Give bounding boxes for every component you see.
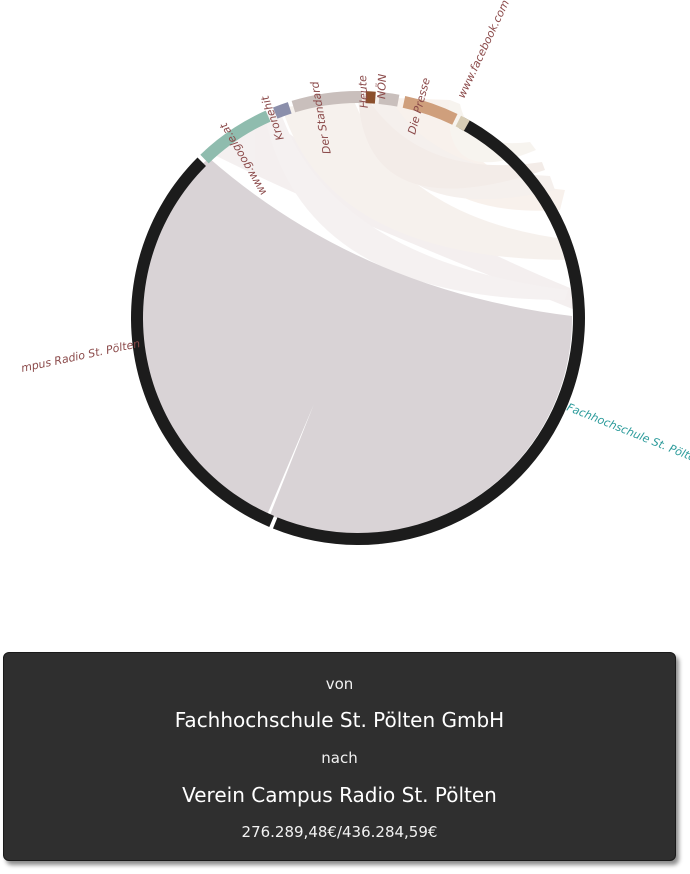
minor-chords [205, 96, 575, 310]
chord-diagram: Fachhochschule St. Pölten mpus Radio St.… [20, 0, 690, 545]
label-fachhochschule[interactable]: Fachhochschule St. Pölten [565, 401, 690, 467]
from-name: Fachhochschule St. Pölten GmbH [174, 708, 505, 732]
arc-die-presse[interactable] [402, 95, 458, 125]
arc-google[interactable] [200, 110, 271, 164]
label-noen[interactable]: NÖN [375, 74, 389, 100]
arc-campus-radio[interactable] [131, 157, 274, 527]
to-name: Verein Campus Radio St. Pölten [182, 783, 497, 807]
group-arcs [131, 91, 585, 545]
arc-kronehit[interactable] [272, 102, 292, 119]
arc-heute[interactable] [365, 91, 376, 104]
from-caption: von [325, 675, 354, 693]
arc-der-standard[interactable] [291, 91, 362, 113]
label-facebook[interactable]: www.facebook.com [455, 0, 512, 100]
to-caption: nach [321, 749, 358, 767]
chord-facebook[interactable] [449, 100, 536, 163]
info-panel: von Fachhochschule St. Pölten GmbH nach … [3, 652, 676, 861]
label-campus-radio[interactable]: mpus Radio St. Pölten [20, 337, 141, 375]
arc-noen[interactable] [378, 92, 400, 107]
chord-kronehit[interactable] [264, 108, 568, 300]
amount-value: 276.289,48€/436.284,59€ [241, 823, 438, 841]
chord-fh-to-campus[interactable] [137, 158, 573, 534]
chord-standard[interactable] [282, 96, 572, 260]
label-heute[interactable]: Heute [356, 75, 371, 109]
chord-heute[interactable] [358, 96, 545, 189]
arc-facebook[interactable] [455, 115, 470, 131]
